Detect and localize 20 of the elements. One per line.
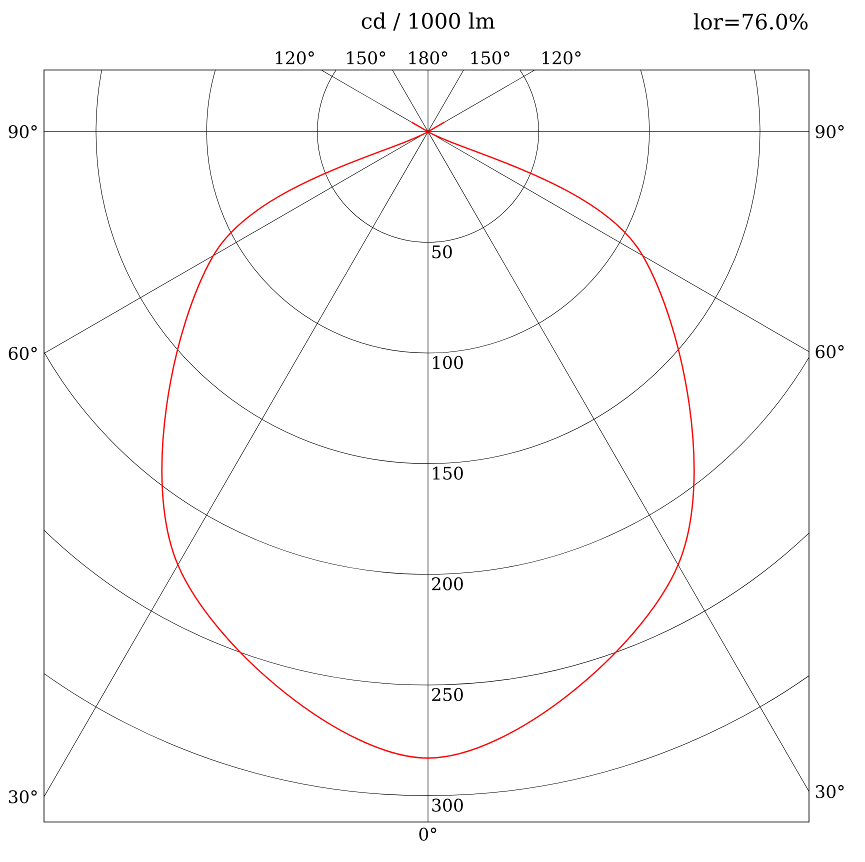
y-tick-label: 300 <box>432 798 463 812</box>
y-tick-label: 250 <box>432 688 463 702</box>
spoke-label: 150° <box>471 51 510 64</box>
chart-title: cd / 1000 lm <box>362 12 495 31</box>
spoke-label: 180° <box>409 51 448 64</box>
spoke-label: 30° <box>8 790 37 804</box>
spoke-label: 60° <box>8 346 37 360</box>
y-tick-label: 150 <box>433 466 463 480</box>
spoke-label: 0° <box>419 828 436 841</box>
y-tick-label: 200 <box>432 577 463 590</box>
spoke-label: 120° <box>276 51 314 64</box>
spoke-label: 90° <box>8 125 37 138</box>
y-tick-label: 100 <box>433 356 463 370</box>
text: lor=76.0% <box>694 13 808 30</box>
spoke-label: 90° <box>816 125 844 138</box>
spoke-label: 60° <box>816 345 844 358</box>
spoke-label: 30° <box>816 785 844 798</box>
spoke-label: 120° <box>542 51 581 64</box>
y-tick-label: 50 <box>432 245 452 258</box>
spoke-label: 150° <box>347 51 386 64</box>
